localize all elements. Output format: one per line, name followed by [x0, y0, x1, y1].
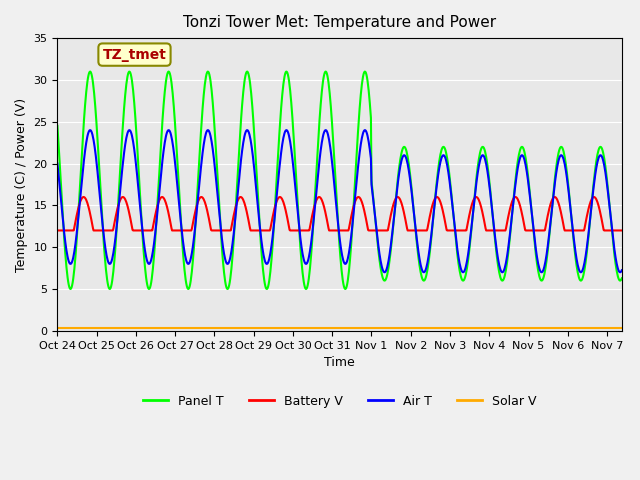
X-axis label: Time: Time [324, 356, 355, 369]
Air T [494, 256, 502, 262]
Line: Battery V: Battery V [58, 197, 621, 230]
Text: TZ_tmet: TZ_tmet [102, 48, 166, 61]
Battery V [303, 228, 310, 233]
Panel T [282, 69, 290, 74]
Line: Air T: Air T [58, 130, 621, 272]
Solar V [618, 325, 625, 331]
Panel T [54, 123, 61, 129]
Legend: Panel T, Battery V, Air T, Solar V: Panel T, Battery V, Air T, Solar V [138, 390, 541, 413]
Air T [303, 261, 310, 266]
Panel T [618, 276, 625, 281]
Solar V [504, 325, 511, 331]
Battery V [54, 228, 61, 233]
Panel T [442, 150, 450, 156]
Battery V [111, 217, 119, 223]
Solar V [111, 325, 119, 331]
Solar V [282, 325, 289, 331]
Panel T [505, 245, 513, 251]
Battery V [494, 228, 502, 233]
Solar V [302, 325, 310, 331]
Panel T [495, 266, 502, 272]
Title: Tonzi Tower Met: Temperature and Power: Tonzi Tower Met: Temperature and Power [183, 15, 496, 30]
Air T [282, 127, 290, 133]
Air T [54, 161, 61, 167]
Air T [112, 234, 120, 240]
Panel T [112, 242, 120, 248]
Panel T [302, 286, 310, 292]
Battery V [504, 214, 512, 220]
Air T [442, 156, 449, 161]
Solar V [54, 325, 61, 331]
Line: Panel T: Panel T [58, 72, 621, 289]
Air T [616, 269, 624, 275]
Battery V [442, 221, 449, 227]
Panel T [86, 69, 94, 74]
Y-axis label: Temperature (C) / Power (V): Temperature (C) / Power (V) [15, 97, 28, 272]
Air T [618, 267, 625, 273]
Panel T [303, 285, 311, 290]
Battery V [618, 228, 625, 233]
Solar V [493, 325, 501, 331]
Battery V [282, 210, 290, 216]
Air T [86, 127, 94, 133]
Air T [504, 245, 512, 251]
Battery V [119, 194, 127, 200]
Solar V [441, 325, 449, 331]
